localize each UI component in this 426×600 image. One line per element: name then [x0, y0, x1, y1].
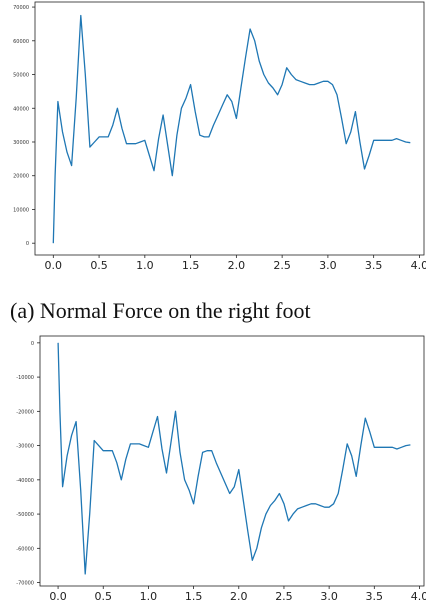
- x-tick-label: 3.5: [366, 590, 384, 600]
- x-tick-label: 0.0: [49, 590, 67, 600]
- y-tick-label: -30000: [16, 444, 34, 450]
- y-tick-label: -10000: [16, 375, 34, 381]
- x-tick-label: 1.5: [182, 259, 200, 272]
- x-tick-label: 2.5: [273, 259, 291, 272]
- x-tick-label: 0.0: [45, 259, 63, 272]
- x-tick-label: 3.5: [365, 259, 383, 272]
- x-tick-label: 2.0: [228, 259, 246, 272]
- chart-caption: (a) Normal Force on the right foot: [10, 298, 311, 323]
- y-tick-label: 20000: [13, 174, 29, 180]
- x-tick-label: 3.0: [319, 259, 337, 272]
- x-tick-label: 2.5: [275, 590, 293, 600]
- y-tick-label: -20000: [16, 409, 34, 415]
- y-tick-label: 30000: [13, 140, 29, 146]
- y-tick-label: 60000: [13, 39, 29, 45]
- y-tick-label: 0: [31, 341, 34, 347]
- x-tick-label: 4.0: [411, 259, 426, 272]
- y-tick-label: 0: [26, 241, 29, 247]
- y-tick-label: -40000: [16, 478, 34, 484]
- x-tick-label: 0.5: [90, 259, 108, 272]
- normal-force-chart: 0 10000 20000 30000 40000 50000 60000 70000 0.0 0…: [13, 1, 426, 272]
- x-tick-label: 0.5: [94, 590, 112, 600]
- y-tick-label: -60000: [16, 546, 34, 552]
- x-tick-label: 4.0: [411, 590, 426, 600]
- x-tick-label: 3.0: [320, 590, 338, 600]
- y-tick-label: -70000: [16, 581, 34, 587]
- second-force-chart: 0 -10000 -20000 -30000 -40000 -50000 -60000 -70…: [16, 335, 426, 600]
- x-tick-label: 1.5: [185, 590, 203, 600]
- y-tick-label: 40000: [13, 106, 29, 112]
- series-line: [52, 14, 411, 244]
- plot-frame: [34, 1, 425, 256]
- y-tick-label: -50000: [16, 512, 34, 518]
- plot-frame: [39, 335, 425, 587]
- x-tick-label: 1.0: [136, 259, 154, 272]
- series-line: [57, 342, 411, 575]
- x-tick-label: 2.0: [230, 590, 248, 600]
- x-tick-label: 1.0: [140, 590, 158, 600]
- y-tick-label: 50000: [13, 73, 29, 79]
- y-tick-label: 10000: [13, 207, 29, 213]
- y-tick-label: 70000: [13, 5, 29, 11]
